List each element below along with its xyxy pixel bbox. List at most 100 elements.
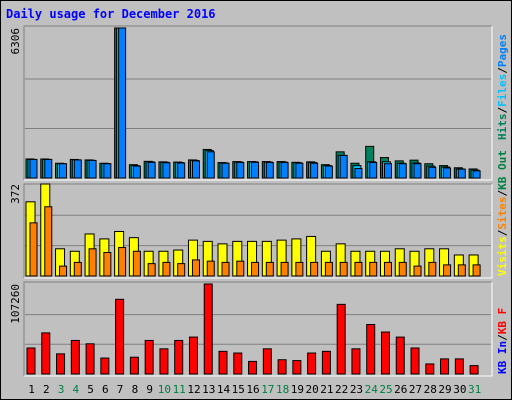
top-panel <box>23 25 493 181</box>
day-label: 19 <box>291 383 304 396</box>
chart-title: Daily usage for December 2016 <box>6 7 216 21</box>
pages-bar <box>118 27 127 179</box>
pages-bar <box>383 163 392 179</box>
day-label: 20 <box>306 383 319 396</box>
sites-bar <box>354 261 363 277</box>
day-label: 26 <box>394 383 407 396</box>
pages-bar <box>295 162 304 179</box>
pages-bar <box>73 159 82 179</box>
kb-bar <box>115 298 125 375</box>
pages-bar <box>310 162 319 179</box>
sites-bar <box>118 247 127 277</box>
kb-bar <box>440 358 450 375</box>
sites-bar <box>383 261 392 277</box>
kb-bar <box>307 352 317 375</box>
day-label: 8 <box>132 383 139 396</box>
day-label: 29 <box>438 383 451 396</box>
kb-bar <box>129 356 139 375</box>
pages-bar <box>251 161 260 179</box>
pages-bar <box>265 162 274 179</box>
sites-bar <box>295 261 304 277</box>
kb-bar <box>351 348 361 375</box>
kb-bar <box>395 336 405 375</box>
kb-bar <box>174 339 184 375</box>
sites-bar <box>88 248 97 277</box>
sites-bar <box>73 261 82 277</box>
kb-bar <box>336 303 346 375</box>
sites-bar <box>324 261 333 277</box>
day-label: 11 <box>173 383 186 396</box>
bars <box>25 27 481 375</box>
kb-bar <box>56 353 66 375</box>
kb-bar <box>26 347 36 375</box>
pages-bar <box>44 158 53 179</box>
day-label: 14 <box>217 383 231 396</box>
sites-bar <box>413 265 422 277</box>
day-label: 4 <box>72 383 79 396</box>
legends: Hits/Files/Pages Visits/Sites/KB Out KB In… <box>496 34 509 374</box>
pages-bar <box>29 158 38 179</box>
kb-bar <box>203 283 213 375</box>
day-label: 9 <box>146 383 153 396</box>
kb-bar <box>85 343 95 375</box>
day-label: 31 <box>468 383 481 396</box>
pages-bar <box>147 161 156 179</box>
day-label: 17 <box>261 383 274 396</box>
mid-panel <box>23 183 493 279</box>
sites-bar <box>147 263 156 277</box>
y-max-labels: 6306 372 107260 <box>9 28 22 324</box>
gridlines <box>25 78 491 345</box>
kb-bar <box>218 350 228 375</box>
kb-bar <box>292 360 302 375</box>
sites-bar <box>339 261 348 277</box>
kb-bar <box>366 323 376 375</box>
day-label: 15 <box>232 383 245 396</box>
kb-bar <box>277 359 287 375</box>
pages-bar <box>369 162 378 179</box>
day-label: 6 <box>102 383 109 396</box>
pages-bar <box>162 162 171 179</box>
pages-bar <box>103 163 112 179</box>
y-max-label: 107260 <box>9 284 22 324</box>
sites-bar <box>44 206 53 277</box>
pages-bar <box>88 159 97 179</box>
sites-bar <box>103 252 112 277</box>
kb-bar <box>454 358 464 375</box>
day-label: 23 <box>350 383 363 396</box>
sites-bar <box>251 261 260 277</box>
day-label: 16 <box>246 383 259 396</box>
kb-bar <box>100 357 110 375</box>
pages-bar <box>206 151 215 179</box>
sites-bar <box>162 261 171 277</box>
pages-bar <box>457 168 466 179</box>
day-label: 2 <box>43 383 50 396</box>
sites-bar <box>236 260 245 277</box>
sites-bar <box>280 261 289 277</box>
y-max-label: 372 <box>9 184 22 204</box>
y-max-label: 6306 <box>9 28 22 55</box>
day-label: 18 <box>276 383 289 396</box>
legend-visits-sites-kbout: Visits/Sites/KB Out <box>496 150 509 276</box>
bottom-panel <box>23 281 493 377</box>
day-label: 12 <box>187 383 200 396</box>
legend-kbin-kbf: KB In/KB F <box>496 308 509 374</box>
sites-bar <box>457 264 466 277</box>
day-label: 27 <box>409 383 422 396</box>
pages-bar <box>339 154 348 179</box>
kb-bar <box>321 350 331 375</box>
day-labels: 1 2 3 4 5 6 7 8 9 10 11 12 13 14 15 16 17 18 19 20 21 22 23 24 2… <box>28 383 481 396</box>
pages-bar <box>472 170 481 179</box>
kb-bar <box>159 348 169 375</box>
day-label: 28 <box>424 383 437 396</box>
pages-bar <box>354 167 363 179</box>
kb-bar <box>262 348 272 375</box>
day-label: 24 <box>365 383 379 396</box>
pages-bar <box>132 165 141 179</box>
day-label: 10 <box>158 383 171 396</box>
kb-bar <box>41 332 51 375</box>
sites-bar <box>59 265 68 277</box>
sites-bar <box>132 250 141 277</box>
pages-bar <box>428 166 437 179</box>
sites-bar <box>206 260 215 277</box>
kb-bar <box>425 363 435 375</box>
